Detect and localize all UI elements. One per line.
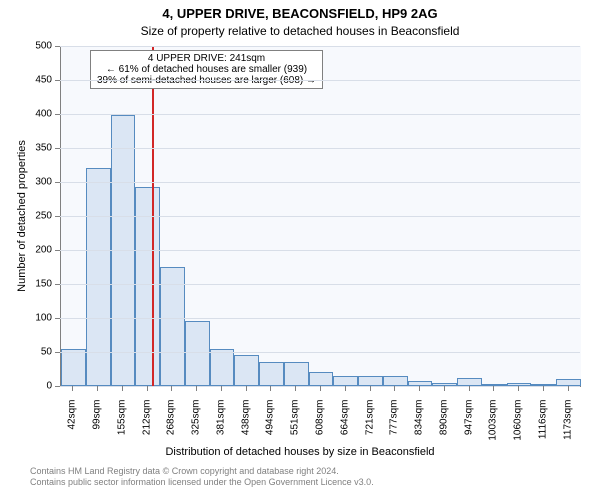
x-tick-mark [568,386,569,391]
y-tick-label: 200 [22,245,52,256]
y-tick-mark [55,182,60,183]
x-tick-mark [345,386,346,391]
histogram-bar [556,379,581,386]
x-tick-label: 381sqm [215,400,226,450]
footer-attribution: Contains HM Land Registry data © Crown c… [30,466,374,489]
grid-line [60,250,580,251]
annotation-box: 4 UPPER DRIVE: 241sqm ← 61% of detached … [90,50,323,89]
chart-title: 4, UPPER DRIVE, BEACONSFIELD, HP9 2AG [0,6,600,21]
x-tick-label: 1003sqm [488,400,499,450]
x-tick-mark [122,386,123,391]
x-tick-label: 890sqm [438,400,449,450]
x-tick-mark [147,386,148,391]
y-tick-label: 50 [22,347,52,358]
x-tick-label: 494sqm [265,400,276,450]
x-tick-mark [444,386,445,391]
annotation-line1: 4 UPPER DRIVE: 241sqm [97,53,316,64]
y-tick-mark [55,386,60,387]
grid-line [60,80,580,81]
chart-subtitle: Size of property relative to detached ho… [0,24,600,38]
x-tick-mark [171,386,172,391]
y-tick-label: 150 [22,279,52,290]
y-tick-label: 500 [22,41,52,52]
x-tick-label: 1173sqm [562,400,573,450]
x-tick-mark [394,386,395,391]
grid-line [60,114,580,115]
x-tick-mark [543,386,544,391]
y-tick-mark [55,284,60,285]
x-tick-mark [246,386,247,391]
x-tick-label: 664sqm [339,400,350,450]
x-tick-mark [370,386,371,391]
x-tick-mark [493,386,494,391]
x-tick-label: 551sqm [290,400,301,450]
histogram-bar [284,362,309,386]
y-tick-mark [55,250,60,251]
x-tick-label: 947sqm [463,400,474,450]
x-tick-label: 212sqm [141,400,152,450]
grid-line [60,216,580,217]
y-tick-label: 250 [22,211,52,222]
x-tick-label: 155sqm [116,400,127,450]
y-tick-mark [55,352,60,353]
x-tick-mark [97,386,98,391]
x-tick-mark [518,386,519,391]
x-tick-mark [320,386,321,391]
y-tick-mark [55,148,60,149]
x-tick-mark [270,386,271,391]
histogram-bar [358,376,383,386]
grid-line [60,318,580,319]
histogram-bar [234,355,259,386]
y-tick-label: 350 [22,143,52,154]
histogram-bar [185,321,210,386]
y-tick-label: 0 [22,381,52,392]
x-tick-label: 438sqm [240,400,251,450]
histogram-bar [210,349,235,386]
histogram-bar [457,378,482,386]
grid-line [60,148,580,149]
y-tick-mark [55,114,60,115]
x-tick-mark [221,386,222,391]
x-tick-label: 834sqm [414,400,425,450]
y-tick-mark [55,80,60,81]
x-tick-mark [196,386,197,391]
histogram-bar [383,376,408,386]
x-tick-label: 1116sqm [537,400,548,450]
y-tick-label: 300 [22,177,52,188]
x-tick-label: 42sqm [67,400,78,450]
x-tick-label: 268sqm [166,400,177,450]
x-tick-label: 608sqm [315,400,326,450]
y-tick-label: 400 [22,109,52,120]
histogram-bar [333,376,358,386]
x-tick-mark [469,386,470,391]
x-tick-label: 777sqm [389,400,400,450]
histogram-bar [309,372,334,386]
y-tick-label: 100 [22,313,52,324]
x-tick-label: 325sqm [191,400,202,450]
y-tick-mark [55,216,60,217]
grid-line [60,352,580,353]
x-tick-label: 99sqm [92,400,103,450]
grid-line [60,182,580,183]
grid-line [60,46,580,47]
x-tick-mark [295,386,296,391]
y-tick-mark [55,318,60,319]
x-tick-mark [419,386,420,391]
x-tick-mark [72,386,73,391]
x-tick-label: 1060sqm [513,400,524,450]
footer-line2: Contains public sector information licen… [30,477,374,487]
annotation-line2: ← 61% of detached houses are smaller (93… [97,64,316,75]
y-tick-label: 450 [22,75,52,86]
histogram-bar [259,362,284,386]
y-tick-mark [55,46,60,47]
grid-line [60,284,580,285]
histogram-bar [86,168,111,386]
footer-line1: Contains HM Land Registry data © Crown c… [30,466,339,476]
x-tick-label: 721sqm [364,400,375,450]
histogram-bar [61,349,86,386]
